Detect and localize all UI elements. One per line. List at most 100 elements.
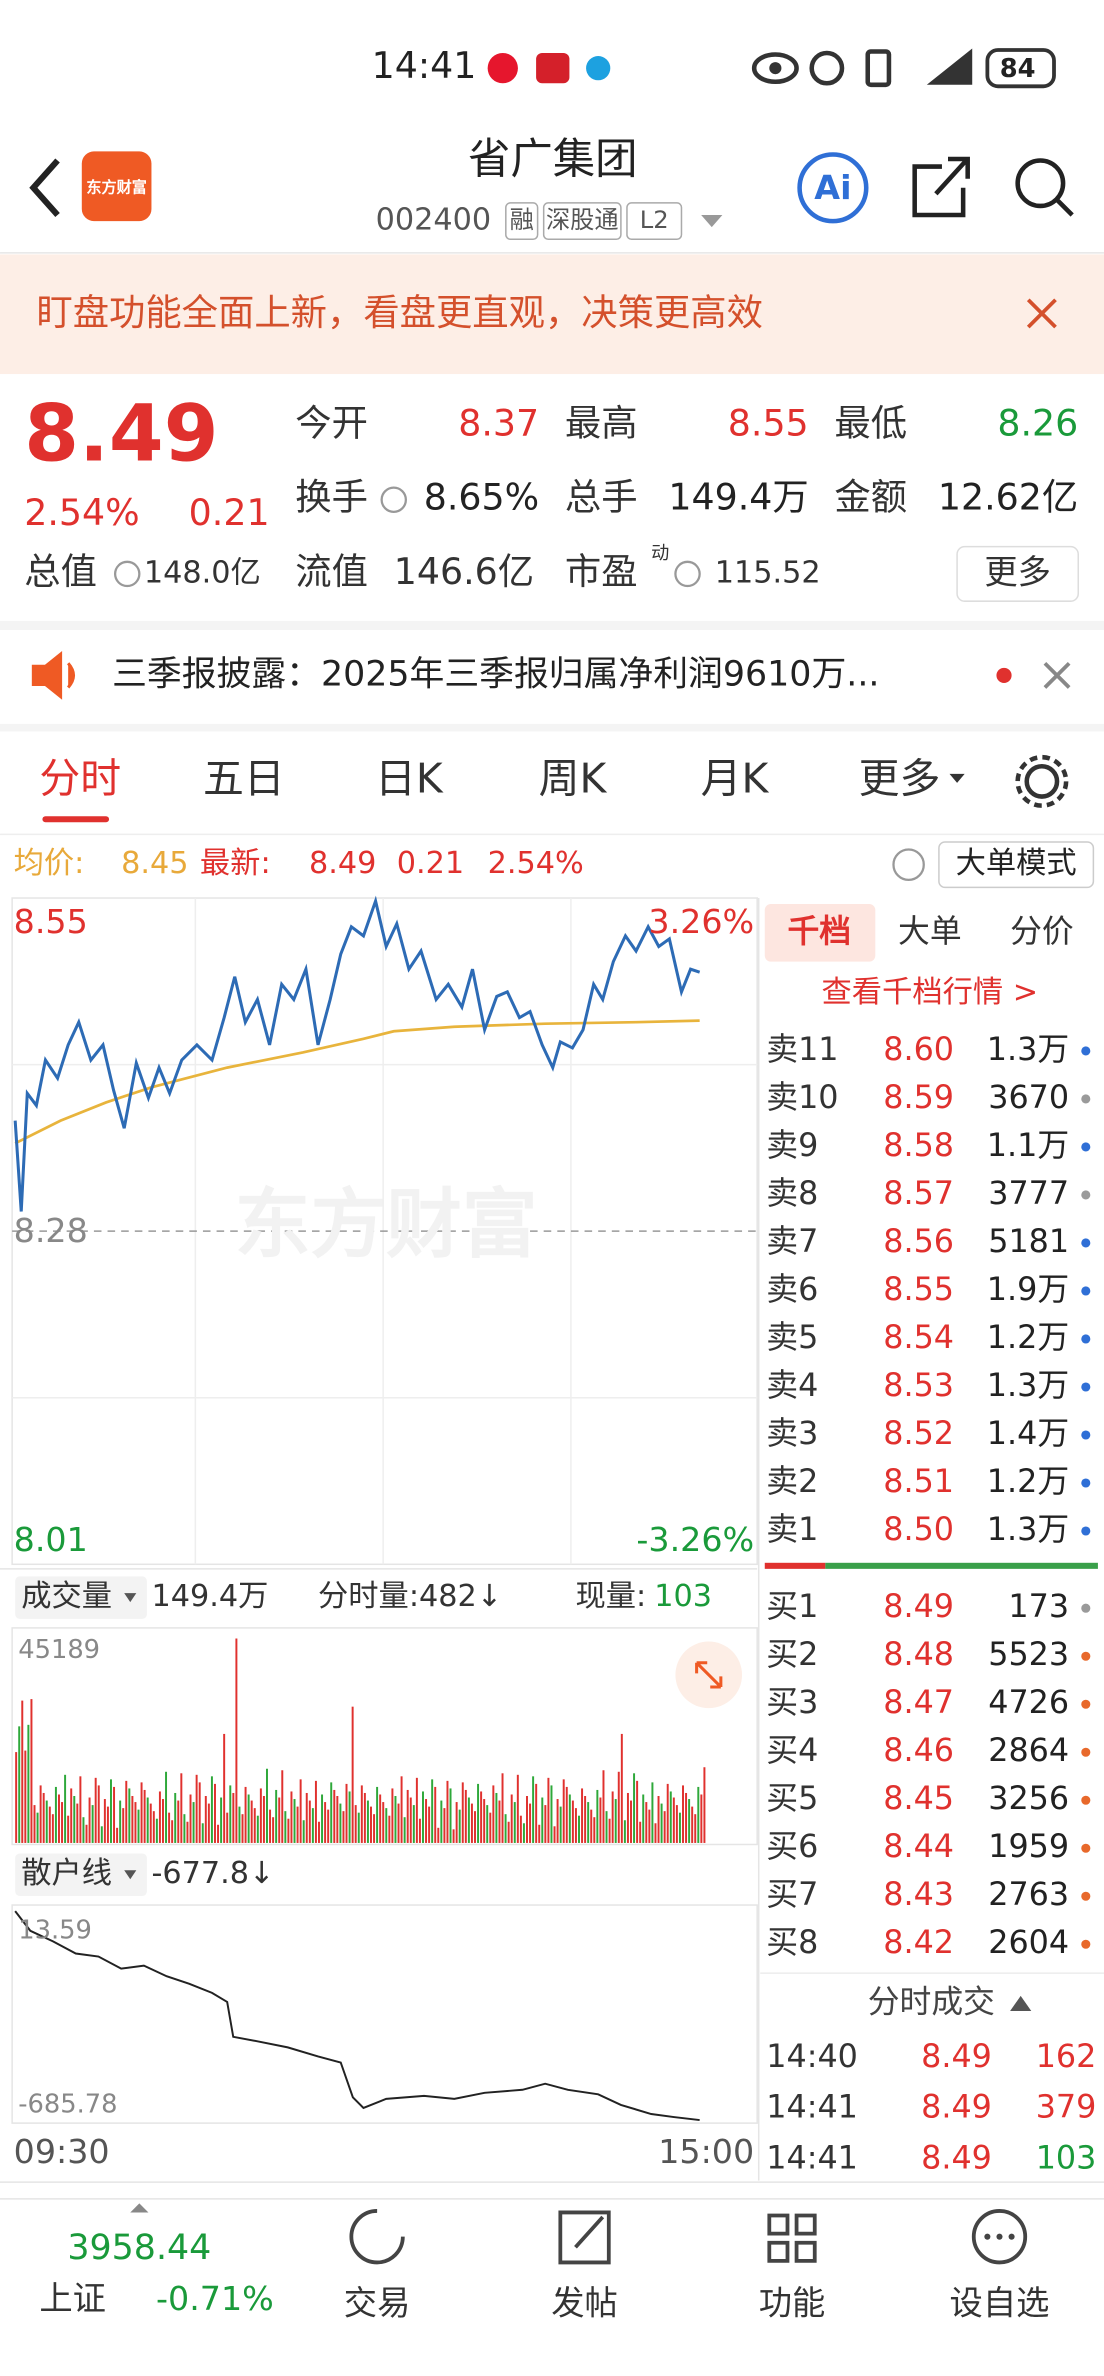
nav-icon: [1008, 2233, 1015, 2240]
index-change: -0.71%: [156, 2279, 274, 2318]
banner: [0, 254, 1104, 375]
volume-bar: [483, 1799, 486, 1843]
book-tab[interactable]: 大单: [898, 913, 962, 950]
book-volume: 1.2万: [987, 1319, 1069, 1356]
volume-bar: [213, 1783, 216, 1843]
retail-selector[interactable]: [15, 1853, 147, 1896]
volume-bar: [171, 1820, 174, 1843]
volume-bar: [590, 1809, 593, 1843]
volume-bar: [614, 1799, 617, 1843]
search-button[interactable]: [1015, 158, 1066, 209]
expand-arrow[interactable]: [130, 2203, 149, 2213]
volume-bar: [669, 1791, 672, 1843]
volume-bar: [682, 1785, 684, 1843]
more-label[interactable]: 更多: [984, 552, 1051, 591]
book-volume: 3777: [988, 1175, 1069, 1212]
average-price-line: [14, 1019, 700, 1145]
volume-bar: [235, 1638, 238, 1843]
volume-bar: [122, 1808, 125, 1843]
book-volume: 2604: [988, 1924, 1069, 1961]
volume-bar: [541, 1797, 544, 1843]
volume-bar: [452, 1829, 455, 1843]
stat-label: 换手: [295, 476, 368, 519]
back-button[interactable]: [29, 158, 60, 218]
volume-bar: [48, 1806, 51, 1843]
nav-label[interactable]: 功能: [759, 2283, 826, 2322]
retail-line: [14, 1910, 700, 2122]
info-icon: [113, 560, 141, 588]
book-price: 8.56: [883, 1223, 954, 1260]
nav-label[interactable]: 交易: [344, 2283, 411, 2322]
tag: [626, 202, 683, 241]
book-link[interactable]: 查看千档行情 >: [822, 975, 1039, 1010]
volume-selector[interactable]: [15, 1576, 147, 1619]
minute-volume: 分时量:482↓: [318, 1579, 502, 1614]
period-tab[interactable]: 分时: [39, 754, 121, 802]
period-tab[interactable]: 日K: [375, 754, 444, 802]
volume-bar: [522, 1823, 525, 1843]
volume-bar: [672, 1797, 675, 1843]
volume-bar: [675, 1805, 678, 1843]
nav-label[interactable]: 发帖: [551, 2283, 618, 2322]
volume-bar: [244, 1786, 247, 1843]
change-amount: 0.21: [189, 491, 270, 534]
trade-volume: 103: [1036, 2139, 1097, 2176]
period-tab[interactable]: 月K: [701, 754, 770, 802]
period-tab[interactable]: 五日: [203, 754, 285, 802]
book-dot: [1081, 1142, 1091, 1152]
app-logo: [81, 151, 152, 222]
tab-active[interactable]: [764, 904, 876, 962]
volume-bar: [217, 1824, 220, 1843]
period-tab[interactable]: 更多: [859, 754, 941, 802]
share-button[interactable]: [912, 156, 970, 218]
book-level: 卖8: [766, 1175, 818, 1212]
nav-label[interactable]: 设自选: [950, 2283, 1050, 2322]
book-level: 卖1: [766, 1511, 818, 1548]
volume-bar: [461, 1782, 464, 1843]
volume-bar: [474, 1811, 476, 1843]
more-button[interactable]: [956, 545, 1079, 602]
latest-pct: 2.54%: [488, 846, 584, 881]
help-icon[interactable]: [892, 848, 925, 881]
notice-close[interactable]: [1043, 661, 1071, 689]
latest-label: 最新:: [200, 846, 271, 881]
banner-close[interactable]: [1026, 298, 1057, 329]
volume-bar: [578, 1815, 580, 1843]
book-tab[interactable]: 千档: [787, 913, 851, 950]
book-volume: 1.3万: [987, 1511, 1069, 1548]
retail-top: 13.59: [18, 1915, 92, 1945]
mode-button[interactable]: [938, 841, 1095, 889]
volume-bar: [642, 1794, 645, 1843]
volume-bar: [113, 1786, 116, 1843]
volume-bar: [581, 1788, 584, 1843]
volume-bar: [571, 1800, 574, 1843]
volume-bar: [434, 1786, 437, 1843]
volume-bar: [302, 1820, 305, 1843]
volume-bar: [140, 1782, 143, 1843]
change-percent: 2.54%: [24, 491, 139, 534]
period-tab[interactable]: 周K: [539, 754, 608, 802]
volume-bar: [278, 1797, 281, 1843]
volume-bar: [354, 1805, 357, 1843]
dropdown-arrow[interactable]: [701, 215, 723, 228]
status-icon: [769, 62, 782, 75]
trade-time: 14:41: [766, 2089, 858, 2126]
book-volume: 1.1万: [987, 1127, 1069, 1164]
volume-bar: [91, 1805, 94, 1843]
volume-bar: [201, 1823, 204, 1843]
trade-time: 14:40: [766, 2038, 858, 2075]
volume-bar: [611, 1791, 614, 1843]
book-volume: 3256: [988, 1780, 1069, 1817]
ai-button[interactable]: [797, 152, 869, 224]
volume-bar: [519, 1815, 522, 1843]
book-tab[interactable]: 分价: [1010, 913, 1074, 950]
volume-bar: [51, 1814, 54, 1843]
volume-bar: [639, 1821, 642, 1843]
volume-bar: [85, 1824, 88, 1843]
volume-bar: [431, 1779, 434, 1843]
book-level: 买4: [766, 1732, 818, 1769]
stat-value: 8.37: [458, 402, 539, 445]
mode-label[interactable]: 大单模式: [956, 846, 1077, 881]
settings-button[interactable]: [1024, 763, 1060, 799]
